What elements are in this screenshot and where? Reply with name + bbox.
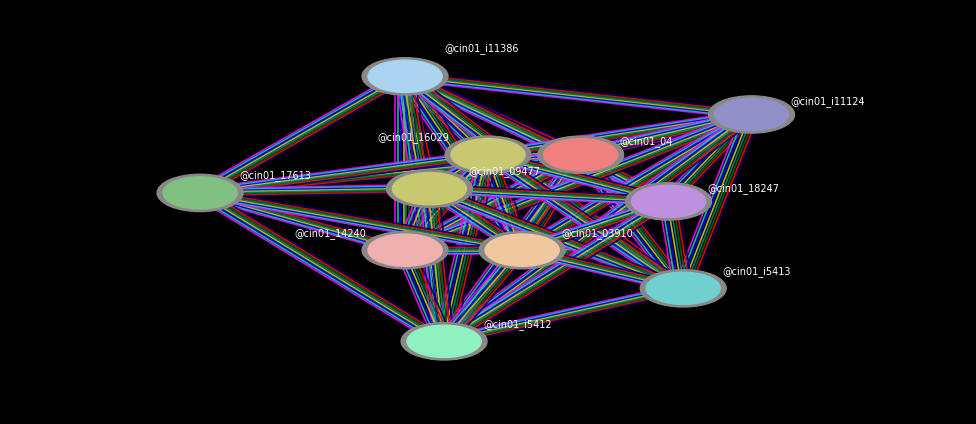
Circle shape [451, 139, 525, 171]
Circle shape [631, 185, 706, 218]
Text: @cin01_17613: @cin01_17613 [239, 170, 311, 181]
Text: @cin01_04: @cin01_04 [620, 137, 673, 148]
Circle shape [445, 136, 531, 173]
Circle shape [368, 234, 442, 266]
Circle shape [163, 177, 237, 209]
Circle shape [362, 58, 448, 95]
Text: @cin01_i11124: @cin01_i11124 [791, 96, 865, 107]
Circle shape [626, 183, 712, 220]
Circle shape [544, 139, 618, 171]
Circle shape [640, 270, 726, 307]
Text: @cin01_03910: @cin01_03910 [561, 228, 633, 239]
Circle shape [709, 96, 794, 133]
Text: @cin01_18247: @cin01_18247 [708, 183, 780, 194]
Circle shape [368, 60, 442, 92]
Circle shape [407, 325, 481, 357]
Text: @cin01_16029: @cin01_16029 [377, 132, 449, 143]
Circle shape [538, 136, 624, 173]
Circle shape [392, 173, 467, 205]
Text: @cin01_i5412: @cin01_i5412 [483, 319, 551, 330]
Circle shape [714, 98, 789, 131]
Text: @cin01_14240: @cin01_14240 [294, 228, 366, 239]
Circle shape [485, 234, 559, 266]
Text: @cin01_09477: @cin01_09477 [468, 166, 541, 177]
Circle shape [362, 232, 448, 269]
Circle shape [401, 323, 487, 360]
Circle shape [646, 272, 720, 304]
Circle shape [479, 232, 565, 269]
Circle shape [157, 174, 243, 212]
Text: @cin01_i11386: @cin01_i11386 [444, 43, 518, 54]
Circle shape [386, 170, 472, 207]
Text: @cin01_i5413: @cin01_i5413 [722, 266, 791, 277]
